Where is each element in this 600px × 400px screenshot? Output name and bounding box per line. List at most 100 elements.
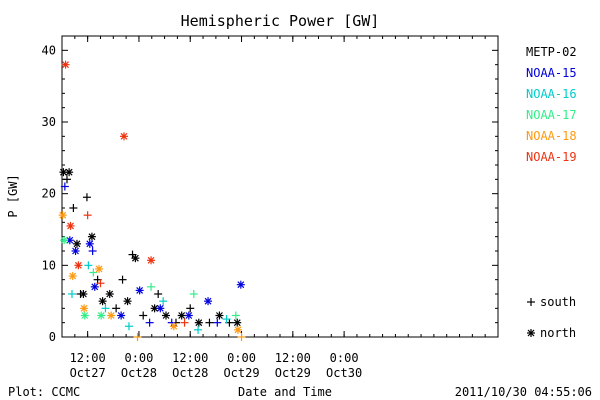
legend-entry-noaa-17: NOAA-17	[526, 108, 577, 122]
x-tick-hour-label: 0:00	[124, 351, 153, 365]
legend: METP-02 NOAA-15 NOAA-16 NOAA-17 NOAA-18 NOAA-…	[526, 45, 577, 340]
point-noaa-15	[236, 280, 245, 289]
point-metp-02	[82, 193, 91, 202]
point-metp-02	[118, 275, 127, 284]
point-metp-02	[123, 297, 132, 306]
chart-title: Hemispheric Power [GW]	[181, 12, 380, 30]
point-noaa-15	[90, 282, 99, 291]
data-points	[58, 60, 246, 341]
point-noaa-17	[60, 236, 69, 245]
point-metp-02	[162, 311, 171, 320]
legend-entry-noaa-15: NOAA-15	[526, 66, 577, 80]
plot-credit: Plot: CCMC	[8, 385, 80, 399]
point-metp-02	[154, 290, 163, 298]
point-noaa-16	[124, 322, 133, 331]
y-tick-label: 40	[42, 43, 56, 57]
legend-marker-south	[527, 298, 535, 306]
point-noaa-19	[66, 221, 75, 230]
x-tick-date-label: Oct28	[121, 366, 157, 380]
legend-entry-noaa-18: NOAA-18	[526, 129, 577, 143]
y-tick-label: 0	[49, 330, 56, 344]
legend-marker-label-south: south	[540, 295, 576, 309]
x-tick-hour-label: 12:00	[172, 351, 208, 365]
x-tick-date-label: Oct30	[326, 366, 362, 380]
point-noaa-15	[204, 297, 213, 306]
point-noaa-17	[89, 268, 98, 277]
point-noaa-19	[61, 60, 70, 69]
point-noaa-18	[237, 333, 246, 341]
point-noaa-18	[68, 272, 77, 281]
point-noaa-18	[58, 211, 67, 220]
point-noaa-17	[189, 290, 198, 298]
x-tick-hour-label: 0:00	[330, 351, 359, 365]
x-axis: 12:00Oct270:00Oct2812:00Oct280:00Oct2912…	[61, 36, 499, 380]
point-noaa-15	[184, 311, 193, 320]
legend-marker-label-north: north	[540, 326, 576, 340]
x-tick-date-label: Oct29	[223, 366, 259, 380]
point-noaa-16	[194, 325, 203, 334]
legend-entry-noaa-19: NOAA-19	[526, 150, 577, 164]
point-noaa-18	[169, 322, 178, 331]
x-axis-label: Date and Time	[238, 385, 332, 399]
x-tick-hour-label: 12:00	[275, 351, 311, 365]
x-tick-date-label: Oct27	[70, 366, 106, 380]
point-noaa-16	[84, 261, 93, 270]
point-noaa-15	[85, 239, 94, 248]
point-metp-02	[62, 175, 71, 184]
point-metp-02	[65, 168, 74, 177]
point-noaa-16	[222, 315, 231, 324]
point-noaa-15	[213, 318, 222, 327]
point-metp-02	[79, 290, 88, 298]
point-noaa-17	[231, 311, 240, 320]
point-noaa-19	[180, 318, 189, 327]
y-axis: 0 10 20 30 40	[42, 43, 498, 344]
point-noaa-19	[119, 132, 128, 141]
point-noaa-18	[107, 311, 116, 320]
y-tick-label: 30	[42, 115, 56, 129]
point-metp-02	[186, 304, 195, 313]
point-noaa-19	[96, 279, 105, 288]
point-noaa-18	[133, 333, 142, 341]
point-metp-02	[194, 318, 203, 327]
point-metp-02	[69, 204, 78, 212]
legend-entry-noaa-16: NOAA-16	[526, 87, 577, 101]
point-noaa-19	[83, 211, 92, 220]
point-noaa-16	[67, 290, 76, 298]
point-noaa-19	[147, 256, 156, 265]
x-tick-date-label: Oct28	[172, 366, 208, 380]
plot-timestamp: 2011/10/30 04:55:06	[455, 385, 592, 399]
x-tick-date-label: Oct29	[275, 366, 311, 380]
point-noaa-16	[159, 297, 168, 306]
point-noaa-15	[88, 247, 97, 255]
point-noaa-19	[74, 261, 83, 270]
point-metp-02	[72, 239, 81, 248]
point-noaa-16	[101, 304, 110, 313]
point-noaa-17	[97, 311, 106, 320]
point-noaa-15	[156, 304, 165, 313]
x-tick-hour-label: 0:00	[227, 351, 256, 365]
point-metp-02	[177, 311, 186, 320]
point-noaa-15	[60, 182, 69, 191]
point-noaa-17	[147, 282, 156, 291]
point-metp-02	[215, 311, 224, 320]
point-metp-02	[98, 297, 107, 306]
point-metp-02	[105, 290, 114, 298]
legend-entry-metp-02: METP-02	[526, 45, 577, 59]
point-noaa-18	[233, 325, 242, 334]
point-metp-02	[233, 318, 242, 327]
x-tick-hour-label: 12:00	[70, 351, 106, 365]
point-metp-02	[112, 304, 121, 313]
y-tick-label: 10	[42, 258, 56, 272]
point-noaa-15	[117, 311, 126, 320]
point-metp-02	[205, 318, 214, 327]
point-noaa-15	[71, 247, 80, 255]
point-noaa-18	[95, 264, 104, 273]
legend-marker-north	[527, 329, 535, 337]
point-noaa-15	[145, 318, 154, 327]
point-metp-02	[131, 254, 140, 263]
point-metp-02	[87, 232, 96, 241]
point-noaa-15	[135, 286, 144, 295]
point-metp-02	[139, 311, 148, 320]
point-noaa-18	[80, 304, 89, 313]
